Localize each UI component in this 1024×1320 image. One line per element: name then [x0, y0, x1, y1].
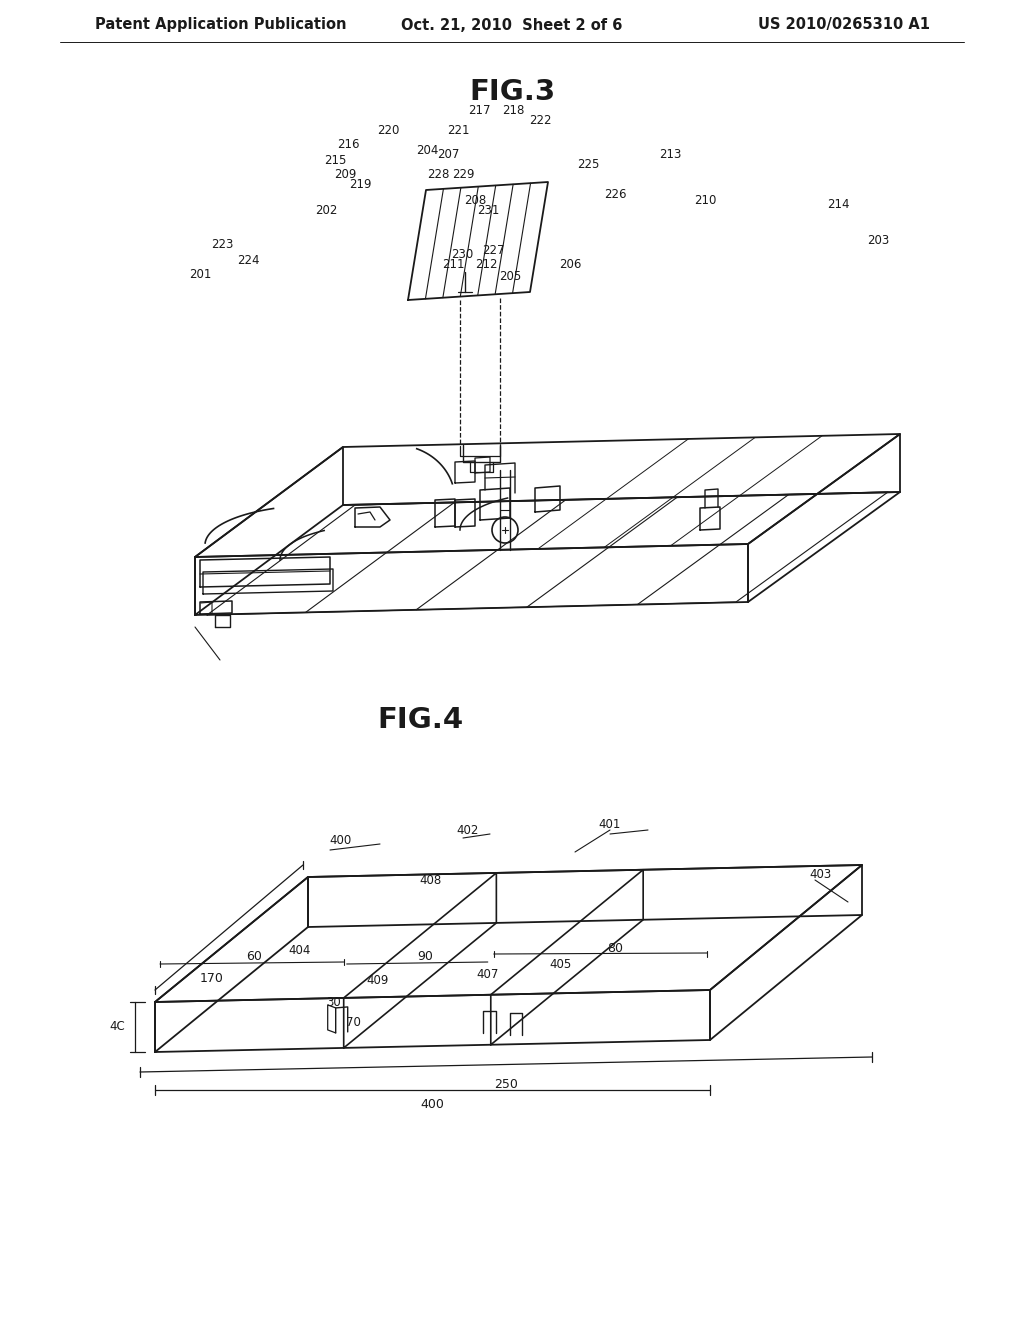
Text: 4C: 4C: [110, 1020, 125, 1034]
Text: 206: 206: [559, 259, 582, 272]
Text: Oct. 21, 2010  Sheet 2 of 6: Oct. 21, 2010 Sheet 2 of 6: [401, 17, 623, 33]
Text: 207: 207: [437, 149, 459, 161]
Text: 224: 224: [237, 253, 259, 267]
Text: 202: 202: [314, 203, 337, 216]
Text: US 2010/0265310 A1: US 2010/0265310 A1: [758, 17, 930, 33]
Text: 231: 231: [477, 203, 499, 216]
Text: 218: 218: [502, 103, 524, 116]
Text: 213: 213: [658, 149, 681, 161]
Text: 210: 210: [694, 194, 716, 206]
Text: 203: 203: [867, 234, 889, 247]
Text: 220: 220: [377, 124, 399, 136]
Text: 222: 222: [528, 114, 551, 127]
Text: 211: 211: [441, 259, 464, 272]
Text: Patent Application Publication: Patent Application Publication: [95, 17, 346, 33]
Text: 227: 227: [481, 243, 504, 256]
Text: 204: 204: [416, 144, 438, 157]
Text: 225: 225: [577, 158, 599, 172]
Text: 201: 201: [188, 268, 211, 281]
Text: 401: 401: [599, 818, 622, 832]
Text: 408: 408: [419, 874, 441, 887]
Text: 403: 403: [809, 867, 831, 880]
Text: 223: 223: [211, 239, 233, 252]
Text: 209: 209: [334, 169, 356, 181]
Text: 400: 400: [421, 1097, 444, 1110]
Text: 208: 208: [464, 194, 486, 206]
Text: 219: 219: [349, 178, 372, 191]
Text: 217: 217: [468, 103, 490, 116]
Text: 405: 405: [549, 958, 571, 972]
Text: 214: 214: [826, 198, 849, 211]
Text: 229: 229: [452, 169, 474, 181]
Text: 30: 30: [327, 997, 341, 1010]
Text: 170: 170: [200, 972, 223, 985]
Text: 212: 212: [475, 259, 498, 272]
Text: 407: 407: [477, 969, 499, 982]
Text: 226: 226: [604, 189, 627, 202]
Text: 409: 409: [367, 974, 389, 986]
Text: 216: 216: [337, 139, 359, 152]
Text: 80: 80: [607, 941, 624, 954]
Text: FIG.3: FIG.3: [469, 78, 555, 106]
Text: 402: 402: [457, 824, 479, 837]
Text: FIG.4: FIG.4: [377, 706, 463, 734]
Text: 70: 70: [346, 1016, 361, 1030]
Text: 205: 205: [499, 271, 521, 284]
Text: 404: 404: [289, 944, 311, 957]
Text: 230: 230: [451, 248, 473, 261]
Text: 228: 228: [427, 169, 450, 181]
Text: 400: 400: [329, 833, 351, 846]
Text: 250: 250: [494, 1078, 518, 1092]
Text: 221: 221: [446, 124, 469, 136]
Text: 90: 90: [418, 950, 433, 964]
Text: 60: 60: [247, 950, 262, 964]
Text: 215: 215: [324, 153, 346, 166]
